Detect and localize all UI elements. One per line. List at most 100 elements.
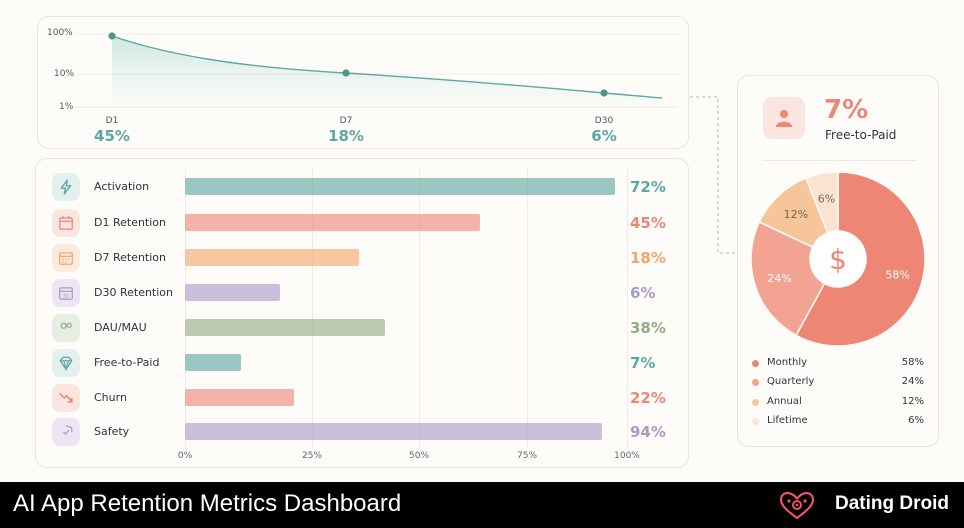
y-tick-label: 1% [59, 102, 74, 112]
metric-value: 38% [630, 319, 666, 337]
legend-swatch [752, 418, 759, 425]
donut-hole [811, 232, 865, 286]
metric-bar [185, 249, 359, 266]
metric-bar [185, 319, 385, 336]
calendar-30-icon: 30 [52, 279, 80, 307]
metric-bar [185, 178, 615, 195]
retention-curve-line [111, 35, 663, 99]
divider [762, 160, 916, 161]
metric-label: D7 Retention [94, 251, 167, 264]
gridline [185, 169, 186, 447]
calendar-icon [52, 209, 80, 237]
legend-swatch [752, 379, 759, 386]
metric-label: DAU/MAU [94, 321, 147, 334]
legend-swatch [752, 399, 759, 406]
x-tick-label: 100% [614, 451, 640, 461]
legend-item: Monthly 58% [750, 357, 926, 371]
legend-value: 58% [901, 357, 924, 368]
metric-bar [185, 284, 281, 301]
metric-label: Free-to-Paid [94, 356, 160, 369]
pie-slice-label: 12% [784, 208, 808, 221]
x-tick-label: D1 [105, 116, 119, 126]
metric-label: D30 Retention [94, 286, 174, 299]
gridline [527, 169, 528, 447]
metric-value: 94% [630, 423, 666, 441]
legend-item: Lifetime 6% [750, 415, 926, 429]
gridline [419, 169, 420, 447]
retention-curve-card: 100% 10% 1% D1 D7 D30 45% 18% 6% [37, 16, 689, 149]
retention-curve-area [112, 36, 662, 108]
trend-down-icon [52, 384, 80, 412]
curve-point-d1 [108, 32, 116, 40]
x-tick-label: 75% [516, 451, 538, 461]
pie-slice-label: 6% [818, 193, 835, 206]
free-to-paid-value: 7% [824, 95, 869, 125]
metric-label: Churn [94, 391, 127, 404]
x-tick-label: 50% [408, 451, 430, 461]
gridline [627, 169, 628, 447]
metric-row: D7 Retention 18% [36, 244, 690, 274]
calendar-grid-icon [52, 244, 80, 272]
metric-label: Safety [94, 425, 130, 438]
metric-row: D1 Retention 45% [36, 209, 690, 239]
dollar-icon: $ [829, 243, 847, 276]
lightning-icon [52, 173, 80, 201]
metric-label: D1 Retention [94, 216, 167, 229]
plan-split-card: 7% Free-to-Paid 58% 24% 12% 6% $ Monthly 58% Q… [737, 75, 939, 447]
legend-label: Lifetime [767, 415, 808, 426]
free-to-paid-label: Free-to-Paid [825, 128, 897, 142]
legend-value: 24% [901, 376, 924, 387]
retention-curve-plot [76, 32, 678, 108]
metric-bar [185, 423, 602, 440]
legend-label: Quarterly [767, 376, 815, 387]
y-tick-label: 10% [54, 69, 75, 79]
metric-row: Activation 72% [36, 173, 690, 203]
pie-slice-label: 24% [767, 272, 791, 285]
x-tick-label: 0% [177, 451, 193, 461]
brand-logo-icon [780, 492, 814, 520]
diamond-icon [52, 349, 80, 377]
legend-label: Annual [767, 396, 802, 407]
legend-item: Annual 12% [750, 396, 926, 410]
brand-name: Dating Droid [835, 493, 949, 514]
legend-swatch [752, 360, 759, 367]
d1-value-label: 45% [94, 127, 130, 145]
metric-value: 18% [630, 249, 666, 267]
pie-slice-quarterly [750, 220, 826, 337]
metric-value: 22% [630, 389, 666, 407]
metric-bar [185, 214, 481, 231]
metric-row: 30 D30 Retention 6% [36, 279, 690, 309]
x-tick-label: D30 [594, 116, 614, 126]
curve-point-d30 [600, 89, 608, 97]
legend-value: 6% [908, 415, 924, 426]
legend-label: Monthly [767, 357, 808, 368]
footer-bar: AI App Retention Metrics Dashboard Datin… [0, 482, 964, 528]
gridline [312, 169, 313, 447]
y-tick-label: 100% [47, 28, 73, 38]
metric-bar [185, 389, 294, 406]
metrics-bar-card: Activation 72% D1 Retention 45% D7 Retention… [35, 158, 689, 468]
metric-value: 72% [630, 178, 666, 196]
metric-row: Free-to-Paid 7% [36, 349, 690, 379]
pie-slice-lifetime [804, 171, 839, 234]
legend-value: 12% [901, 396, 924, 407]
metric-bar [185, 354, 242, 371]
plan-donut-chart: 58% 24% 12% 6% $ [750, 171, 926, 347]
x-tick-label: D7 [339, 116, 353, 126]
d30-value-label: 6% [591, 127, 617, 145]
svg-text:30: 30 [62, 294, 70, 300]
metric-value: 6% [630, 284, 656, 302]
pie-slice-monthly [795, 171, 926, 347]
d7-value-label: 18% [328, 127, 364, 145]
metric-label: Activation [94, 180, 150, 193]
metric-row: Safety 94% [36, 418, 690, 448]
metric-value: 45% [630, 214, 666, 232]
x-tick-label: 25% [301, 451, 323, 461]
footer-title: AI App Retention Metrics Dashboard [13, 490, 402, 517]
pie-slice-label: 58% [885, 268, 909, 281]
users-icon [52, 314, 80, 342]
legend-item: Quarterly 24% [750, 376, 926, 390]
shield-icon [52, 418, 80, 446]
curve-point-d7 [342, 69, 350, 77]
